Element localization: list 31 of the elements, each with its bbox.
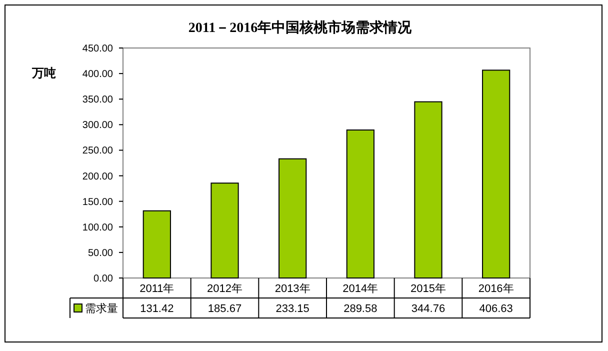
- y-tick-label: 200.00: [82, 171, 114, 182]
- x-tick-label: 2016年: [478, 283, 514, 295]
- bar: [278, 158, 307, 278]
- x-tick-label: 2015年: [410, 283, 446, 295]
- y-tick-label: 350.00: [82, 94, 114, 106]
- chart-title: 2011－2016年中国核桃市场需求情况: [188, 19, 413, 36]
- legend-label: 需求量: [85, 302, 118, 315]
- data-label: 406.63: [479, 303, 513, 315]
- data-label: 233.15: [276, 303, 310, 315]
- y-tick-label: 400.00: [82, 69, 114, 80]
- y-tick-label: 50.00: [88, 248, 114, 259]
- data-label: 344.76: [411, 303, 446, 315]
- y-tick-label: 450.00: [82, 44, 114, 54]
- bar: [482, 70, 510, 278]
- bar: [414, 101, 442, 278]
- y-tick-label: 150.00: [82, 196, 114, 208]
- y-tick-label: 0.00: [94, 274, 114, 284]
- bar: [210, 182, 239, 278]
- x-tick-label: 2013年: [274, 283, 310, 295]
- bar: [346, 129, 374, 278]
- x-tick-label: 2012年: [207, 283, 242, 295]
- x-tick-label: 2011年: [140, 283, 174, 295]
- data-label: 289.58: [344, 303, 378, 315]
- x-tick-label: 2014年: [342, 283, 378, 295]
- y-axis-title: 万吨: [31, 66, 56, 80]
- y-tick-label: 100.00: [82, 222, 114, 234]
- data-label: 185.67: [208, 303, 242, 315]
- y-tick-label: 300.00: [82, 120, 114, 132]
- data-label: 131.42: [140, 303, 174, 315]
- y-tick-label: 250.00: [82, 146, 114, 157]
- bar: [142, 210, 171, 278]
